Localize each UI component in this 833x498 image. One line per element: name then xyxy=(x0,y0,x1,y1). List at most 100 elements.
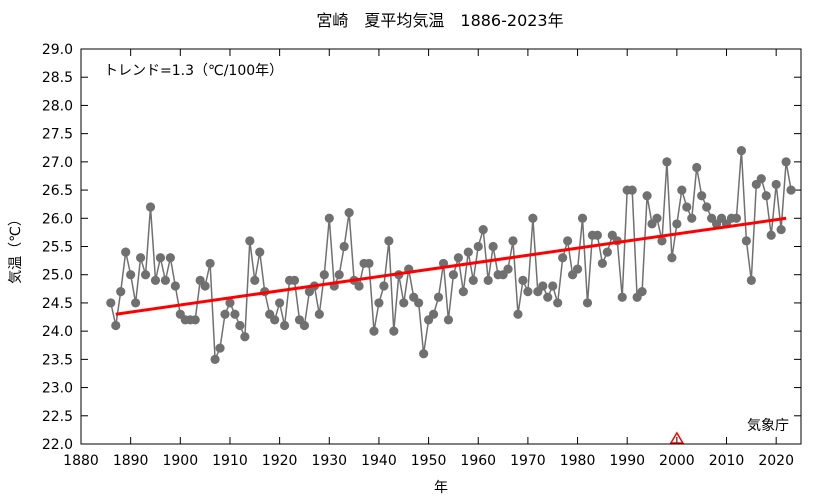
x-tick-label: 1990 xyxy=(609,453,645,469)
data-point xyxy=(657,236,667,246)
x-tick-label: 2000 xyxy=(659,453,695,469)
data-point xyxy=(468,275,478,285)
data-point xyxy=(279,320,290,331)
y-tick-label: 24.0 xyxy=(42,324,73,340)
data-point xyxy=(513,309,523,319)
data-point xyxy=(617,292,627,302)
data-point xyxy=(558,253,568,263)
y-axis-ticks: 22.0 22.5 23.0 23.5 24.0 24.5 25.0 25.5 26.0 26.5… xyxy=(42,42,801,453)
data-point xyxy=(419,349,429,359)
data-point xyxy=(746,275,756,285)
y-tick-label: 25.0 xyxy=(42,268,73,284)
y-tick-label: 24.5 xyxy=(42,296,73,312)
trend-line xyxy=(115,216,787,316)
data-point xyxy=(776,224,786,235)
data-point xyxy=(443,315,454,325)
y-tick-label: 22.5 xyxy=(42,409,73,425)
data-point xyxy=(592,230,603,240)
x-tick-label: 1880 xyxy=(63,453,99,469)
data-point xyxy=(205,258,215,269)
data-point xyxy=(135,253,146,263)
series-line xyxy=(110,150,792,360)
data-point xyxy=(652,213,662,223)
data-point xyxy=(483,275,493,285)
y-tick-label: 23.0 xyxy=(42,381,73,397)
data-point xyxy=(245,236,255,246)
data-point xyxy=(523,287,533,297)
data-point xyxy=(642,191,652,201)
data-point xyxy=(736,145,747,156)
data-point xyxy=(121,247,131,257)
data-point xyxy=(255,247,265,257)
data-point xyxy=(473,241,483,252)
data-point xyxy=(190,315,200,325)
y-tick-label: 29.0 xyxy=(42,42,73,58)
data-point xyxy=(463,247,473,257)
data-point xyxy=(200,281,210,291)
data-point xyxy=(215,343,225,353)
data-point xyxy=(160,275,171,285)
y-tick-label: 26.0 xyxy=(42,211,73,227)
data-point xyxy=(433,292,444,302)
data-point xyxy=(503,264,513,274)
data-point xyxy=(379,281,389,291)
data-point xyxy=(528,213,538,223)
data-point xyxy=(140,270,151,280)
data-point xyxy=(324,213,334,223)
data-point xyxy=(235,320,245,331)
data-point xyxy=(155,253,166,263)
data-point xyxy=(275,298,285,308)
data-point xyxy=(230,309,240,319)
data-point xyxy=(220,309,230,319)
x-axis-ticks: 1880 1890 1900 1910 1920 1930 1940 1950 1960 1970… xyxy=(63,49,794,469)
data-point xyxy=(553,298,563,308)
y-tick-label: 23.5 xyxy=(42,352,73,368)
data-point xyxy=(741,236,751,246)
data-point xyxy=(170,281,180,291)
data-point xyxy=(756,174,766,184)
data-point xyxy=(572,264,583,274)
y-tick-label: 27.0 xyxy=(42,155,73,171)
data-point xyxy=(692,162,702,173)
data-point xyxy=(319,270,329,280)
data-point xyxy=(289,275,300,285)
data-point xyxy=(786,185,796,195)
data-point xyxy=(428,309,439,319)
data-point xyxy=(106,298,116,308)
data-point xyxy=(662,157,672,167)
x-tick-label: 1890 xyxy=(113,453,149,469)
data-point xyxy=(488,241,498,252)
data-point xyxy=(518,275,528,285)
y-axis-label: 気温（℃） xyxy=(8,212,24,284)
x-tick-label: 1900 xyxy=(162,453,198,469)
data-point xyxy=(577,213,588,223)
data-point xyxy=(448,270,459,280)
x-axis-label: 年 xyxy=(434,480,448,496)
data-point xyxy=(414,298,424,308)
y-tick-label: 28.5 xyxy=(42,70,73,86)
data-point xyxy=(250,275,260,285)
data-point xyxy=(771,179,781,190)
data-point xyxy=(637,287,647,297)
data-point xyxy=(478,224,488,235)
x-tick-label: 2020 xyxy=(758,453,794,469)
data-point xyxy=(458,287,468,297)
data-point xyxy=(334,270,344,280)
y-tick-label: 27.5 xyxy=(42,127,73,143)
data-point xyxy=(563,236,573,246)
x-tick-label: 1970 xyxy=(510,453,546,469)
data-point xyxy=(131,298,141,308)
data-point xyxy=(126,270,136,280)
data-point xyxy=(667,253,677,263)
data-point xyxy=(240,332,250,342)
x-tick-label: 1960 xyxy=(460,453,496,469)
data-point xyxy=(344,208,354,218)
data-series xyxy=(106,145,796,364)
data-point xyxy=(145,202,156,212)
data-point xyxy=(111,320,121,331)
x-tick-label: 1950 xyxy=(411,453,447,469)
chart-title: 宮崎 夏平均気温 1886-2023年 xyxy=(316,11,563,30)
data-point xyxy=(270,315,280,325)
year-marker-triangle xyxy=(669,431,685,444)
